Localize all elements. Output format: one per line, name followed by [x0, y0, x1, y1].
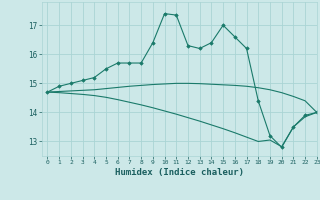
X-axis label: Humidex (Indice chaleur): Humidex (Indice chaleur)	[115, 168, 244, 177]
